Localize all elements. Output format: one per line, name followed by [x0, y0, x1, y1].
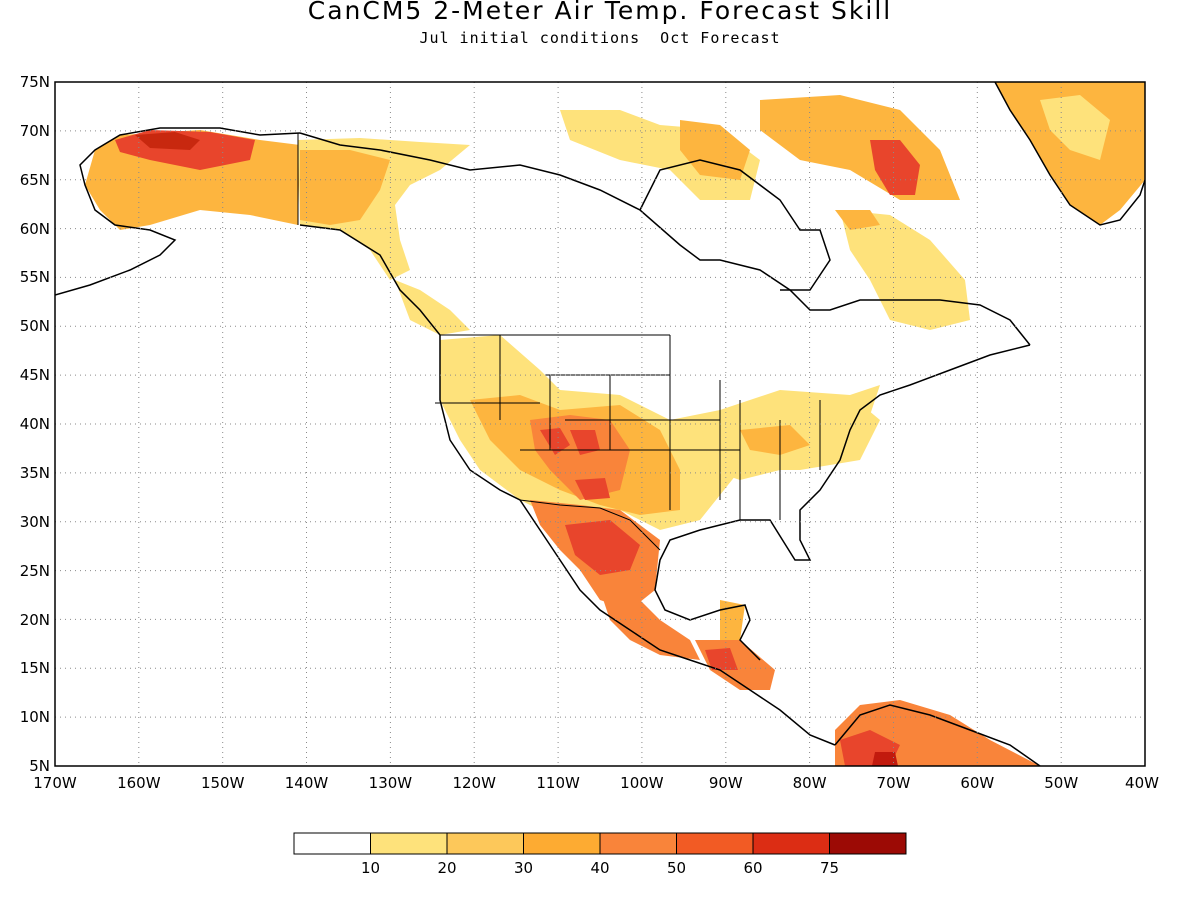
skill-region-venezuela-dark [872, 752, 898, 766]
coastline-atlantic-gulf [654, 344, 1031, 661]
colorbar-label: 75 [820, 859, 839, 877]
skill-region-bc-south [395, 280, 470, 335]
coastline-greenland [994, 82, 1145, 226]
coastline-south-america [834, 704, 1041, 766]
border-layer [297, 133, 821, 551]
colorbar-box [370, 832, 448, 855]
lon-axis: 170W 160W 150W 140W 130W 120W 110W 100W … [33, 774, 1159, 792]
coastline-pacific [299, 224, 836, 746]
lat-tick-label: 60N [20, 220, 50, 238]
lon-tick-label: 100W [620, 774, 664, 792]
lat-tick-label: 70N [20, 122, 50, 140]
lon-tick-label: 140W [285, 774, 329, 792]
lat-tick-label: 15N [20, 659, 50, 677]
colorbar-box [523, 832, 601, 855]
lat-tick-label: 5N [29, 757, 50, 775]
lon-tick-label: 40W [1125, 774, 1159, 792]
skill-region-hudson-east [835, 210, 880, 230]
lat-tick-label: 35N [20, 464, 50, 482]
graticule [55, 82, 1145, 766]
colorbar-box [293, 832, 371, 855]
border-us-mexico [519, 499, 661, 551]
skill-region-arctic-islands-core [680, 120, 750, 180]
lon-tick-label: 120W [452, 774, 496, 792]
lon-tick-label: 60W [960, 774, 994, 792]
lon-tick-label: 130W [369, 774, 413, 792]
lon-tick-label: 170W [33, 774, 77, 792]
colorbar-label: 30 [514, 859, 533, 877]
map-subtitle: Jul initial conditions Oct Forecast [419, 29, 781, 47]
coastline-layer [55, 82, 1145, 766]
border-us-states [435, 335, 821, 520]
lon-tick-label: 160W [117, 774, 161, 792]
skill-region-greenland [995, 82, 1145, 225]
colorbar-box [752, 832, 830, 855]
colorbar-box [446, 832, 524, 855]
skill-region-central-america-core [705, 648, 738, 670]
colorbar-label: 10 [361, 859, 380, 877]
colorbar-label: 50 [667, 859, 686, 877]
lon-tick-label: 70W [877, 774, 911, 792]
lat-tick-label: 25N [20, 562, 50, 580]
skill-region-greenland-inner [1040, 95, 1110, 160]
lat-tick-label: 45N [20, 366, 50, 384]
skill-region-nm-core [575, 478, 610, 500]
colorbar-label: 60 [743, 859, 762, 877]
lat-tick-label: 20N [20, 611, 50, 629]
skill-region-baffin-island [870, 140, 920, 195]
skill-region-alaska-north-core [135, 132, 200, 150]
colorbar-box [676, 832, 754, 855]
skill-region-northern-mexico-core [565, 520, 640, 575]
colorbar-label: 40 [590, 859, 609, 877]
lat-tick-label: 55N [20, 268, 50, 286]
lat-tick-label: 10N [20, 708, 50, 726]
colorbar-box [599, 832, 677, 855]
skill-region-four-corners [540, 428, 570, 455]
coastline-hudson-bay [639, 159, 831, 291]
lat-tick-label: 65N [20, 171, 50, 189]
colorbar-box [829, 832, 907, 855]
lon-tick-label: 150W [201, 774, 245, 792]
skill-region-ohio-valley-core [740, 425, 810, 455]
skill-region-four-corners-east [570, 430, 600, 455]
lon-tick-label: 110W [536, 774, 580, 792]
coastline-canada-north [299, 132, 1031, 346]
skill-region-southern-mexico [600, 590, 700, 660]
plot-frame [54, 81, 1146, 767]
skill-region-yukon [300, 150, 390, 225]
coastline-alaska [55, 127, 301, 296]
map-title: CanCM5 2-Meter Air Temp. Forecast Skill [307, 0, 893, 25]
lat-tick-label: 75N [20, 73, 50, 91]
lat-tick-label: 40N [20, 415, 50, 433]
lat-tick-label: 30N [20, 513, 50, 531]
colorbar: 10 20 30 40 50 60 75 [293, 832, 907, 877]
lat-axis: 5N 10N 15N 20N 25N 30N 35N 40N 45N 50N 5… [20, 73, 50, 775]
lon-tick-label: 50W [1044, 774, 1078, 792]
lat-tick-label: 50N [20, 317, 50, 335]
lon-tick-label: 80W [793, 774, 827, 792]
colorbar-label: 20 [437, 859, 456, 877]
lon-tick-label: 90W [709, 774, 743, 792]
